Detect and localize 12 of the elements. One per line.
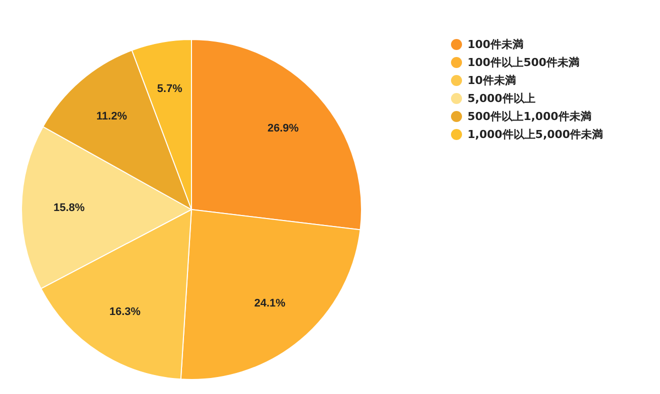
data-label: 5.7% [157,83,182,96]
legend-label: 100件未満 [468,38,524,51]
data-label: 11.2% [96,110,128,123]
data-label: 26.9% [267,122,299,134]
data-label: 15.8% [54,202,85,214]
legend-label: 5,000件以上 [468,92,536,105]
data-label: 24.1% [254,298,286,310]
legend-label: 1,000件以上5,000件未満 [468,128,604,141]
legend-label: 100件以上500件未満 [468,56,580,69]
legend-label: 10件未満 [468,74,516,87]
legend-label: 500件以上1,000件未満 [468,110,592,123]
data-label: 16.3% [109,306,141,318]
